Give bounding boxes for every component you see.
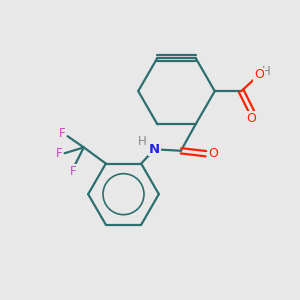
- Text: F: F: [70, 165, 77, 178]
- Text: F: F: [56, 147, 63, 160]
- Text: H: H: [262, 65, 271, 79]
- Text: O: O: [208, 147, 218, 160]
- Text: O: O: [254, 68, 264, 81]
- Text: H: H: [138, 134, 146, 148]
- Text: N: N: [149, 143, 160, 156]
- Text: O: O: [247, 112, 256, 125]
- Text: F: F: [59, 127, 66, 140]
